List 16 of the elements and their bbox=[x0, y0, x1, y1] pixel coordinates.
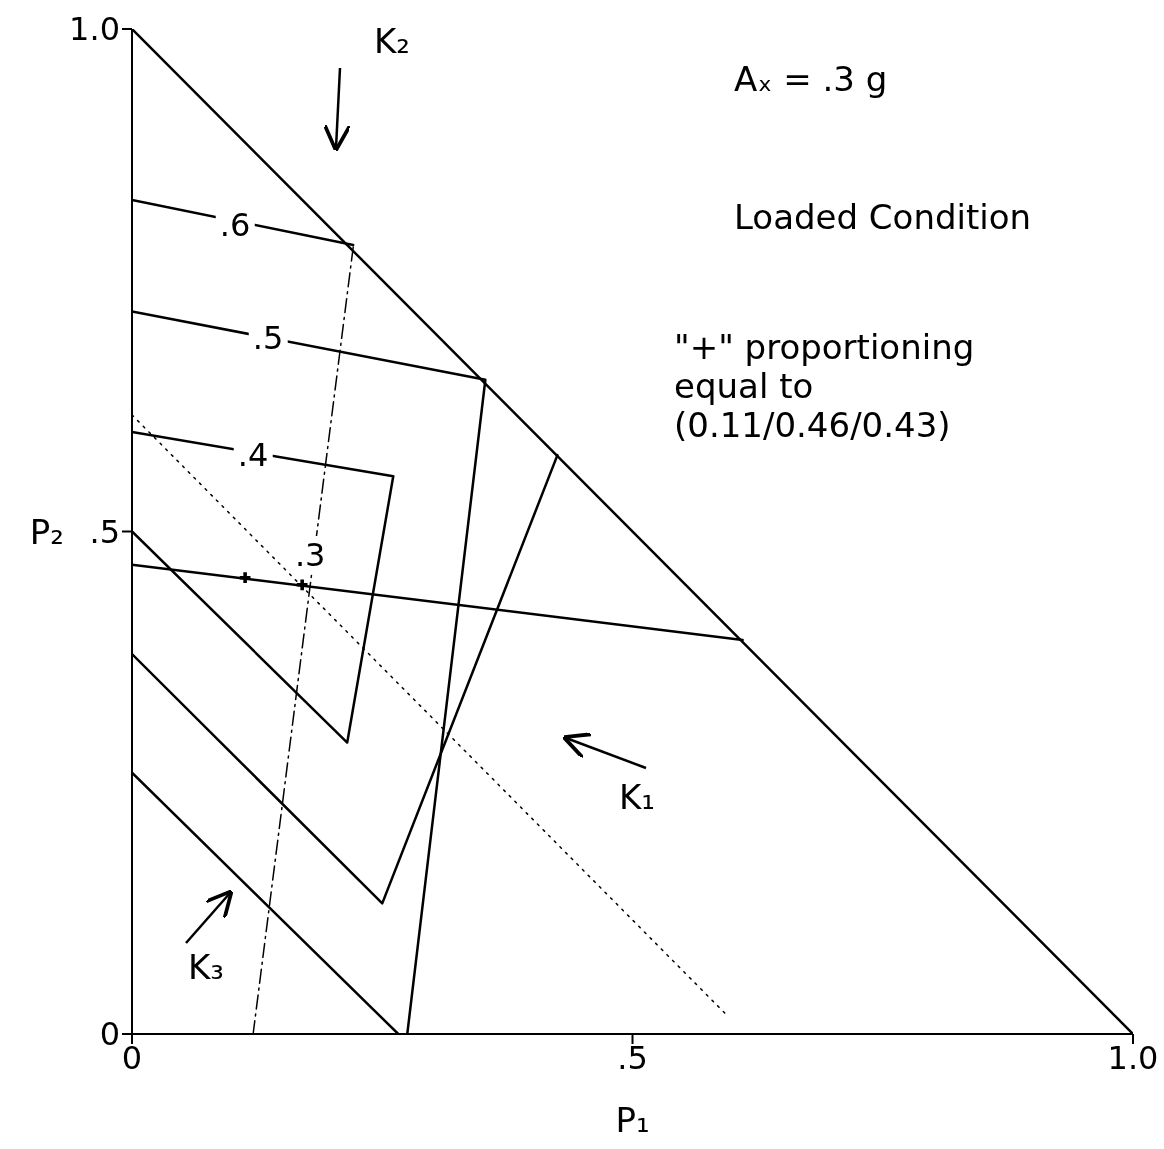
annotation: .4 bbox=[233, 436, 273, 475]
annotation: K₂ bbox=[374, 21, 411, 62]
annotation: K₃ bbox=[188, 947, 225, 988]
annotation: K₁ bbox=[619, 777, 656, 818]
annotation: Aₓ = .3 g bbox=[734, 59, 889, 100]
y-tick-label: .5 bbox=[89, 512, 120, 551]
annotation: .3 bbox=[290, 535, 330, 574]
x-axis-title: P₁ bbox=[615, 1100, 650, 1140]
annotation: .6 bbox=[215, 205, 255, 244]
annotation: Loaded Condition bbox=[734, 197, 1033, 238]
annotation: "+" proportioning equal to (0.11/0.46/0.43) bbox=[674, 327, 976, 446]
annotation: .5 bbox=[248, 318, 288, 357]
x-tick-label: 1.0 bbox=[1107, 1038, 1159, 1077]
y-tick-label: 1.0 bbox=[69, 10, 120, 49]
x-tick-label: .5 bbox=[617, 1038, 648, 1077]
y-axis-title: P₂ bbox=[29, 511, 64, 552]
